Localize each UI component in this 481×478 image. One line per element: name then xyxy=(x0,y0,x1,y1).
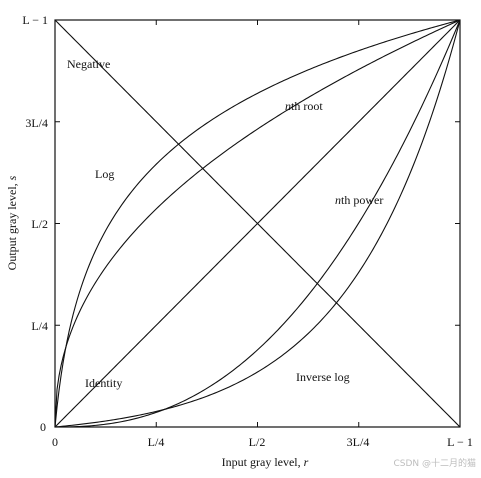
x-tick-label-quarter: L/4 xyxy=(148,435,165,449)
curves-group xyxy=(54,19,461,428)
y-tick-label-0: 0 xyxy=(40,420,46,434)
x-tick-label-max: L − 1 xyxy=(447,435,473,449)
curve-inverse-log xyxy=(54,19,461,428)
y-tick-label-three-quarter: 3L/4 xyxy=(25,116,48,130)
label-negative: Negative xyxy=(67,57,110,71)
curve-nth-power xyxy=(55,19,461,428)
x-axis-title: Input gray level, r xyxy=(222,455,309,469)
y-tick-label-max: L − 1 xyxy=(22,13,48,27)
x-tick-label-half: L/2 xyxy=(249,435,266,449)
y-axis-title: Output gray level, s xyxy=(5,175,19,270)
watermark: CSDN @十二月的猫 xyxy=(393,457,476,469)
x-tick-label-three-quarter: 3L/4 xyxy=(347,435,370,449)
label-inverse-log: Inverse log xyxy=(296,370,350,384)
curve-log xyxy=(54,19,461,428)
label-log: Log xyxy=(95,167,114,181)
curve-nth-root xyxy=(54,19,461,428)
label-identity: Identity xyxy=(85,376,122,390)
ticks-group xyxy=(54,19,461,428)
curve-identity xyxy=(54,19,461,428)
label-nth-root: nth root xyxy=(285,99,323,113)
y-tick-label-half: L/2 xyxy=(31,217,48,231)
y-tick-label-quarter: L/4 xyxy=(31,319,48,333)
label-nth-power: nth power xyxy=(335,193,383,207)
x-tick-label-0: 0 xyxy=(52,435,58,449)
